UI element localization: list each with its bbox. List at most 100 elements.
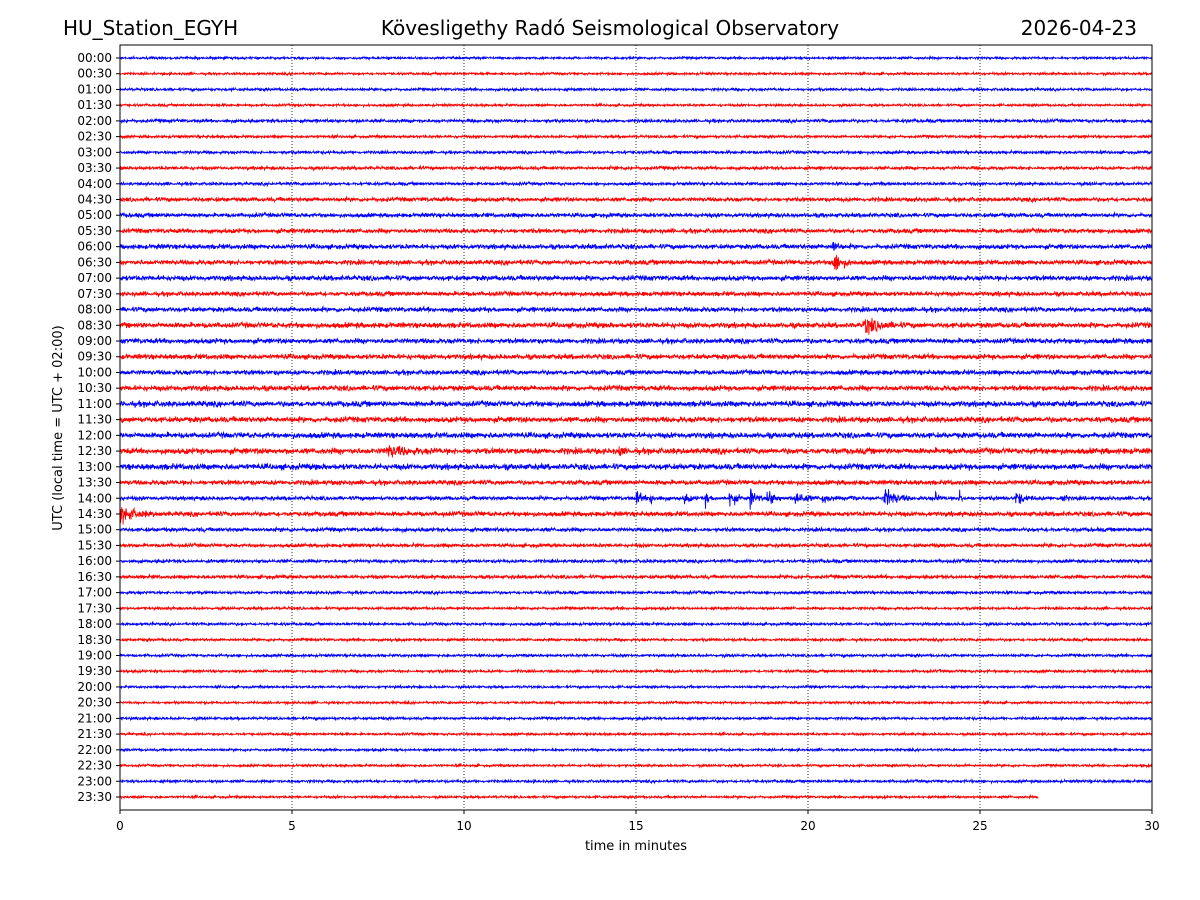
chart-date: 2026-04-23 bbox=[1020, 16, 1137, 40]
y-tick-label: 04:30 bbox=[77, 193, 112, 207]
y-tick-label: 03:30 bbox=[77, 161, 112, 175]
trace-0930 bbox=[119, 352, 1153, 362]
trace-0900 bbox=[119, 336, 1153, 345]
y-tick-label: 20:00 bbox=[77, 680, 112, 694]
trace-1500 bbox=[119, 525, 1153, 534]
y-tick-label: 23:00 bbox=[77, 774, 112, 788]
trace-1830 bbox=[119, 636, 1153, 644]
trace-2300 bbox=[119, 778, 1152, 785]
chart-title: Kövesligethy Radó Seismological Observat… bbox=[380, 16, 840, 40]
y-tick-label: 10:00 bbox=[77, 365, 112, 379]
y-tick-label: 11:30 bbox=[77, 413, 112, 427]
trace-2100 bbox=[119, 715, 1153, 722]
y-tick-label: 00:00 bbox=[77, 51, 112, 65]
y-tick-label: 13:30 bbox=[77, 476, 112, 490]
trace-0000 bbox=[119, 54, 1153, 62]
trace-0630 bbox=[119, 254, 1153, 271]
y-tick-label: 22:30 bbox=[77, 759, 112, 773]
y-tick-label: 01:30 bbox=[77, 98, 112, 112]
x-tick-label: 25 bbox=[972, 819, 987, 833]
trace-0200 bbox=[119, 117, 1153, 125]
trace-0430 bbox=[119, 195, 1153, 204]
trace-1900 bbox=[119, 652, 1153, 659]
trace-1630 bbox=[119, 573, 1152, 581]
trace-0800 bbox=[119, 304, 1153, 314]
y-tick-label: 11:00 bbox=[77, 397, 112, 411]
y-tick-label: 12:00 bbox=[77, 428, 112, 442]
trace-0600 bbox=[119, 241, 1153, 252]
y-tick-label: 03:00 bbox=[77, 145, 112, 159]
x-tick-label: 5 bbox=[288, 819, 296, 833]
trace-1700 bbox=[119, 589, 1153, 597]
trace-0330 bbox=[119, 164, 1153, 172]
trace-0830 bbox=[119, 317, 1152, 335]
y-tick-label: 14:00 bbox=[77, 491, 112, 505]
x-axis-label: time in minutes bbox=[585, 839, 687, 854]
trace-0700 bbox=[119, 273, 1153, 282]
y-tick-label: 09:30 bbox=[77, 350, 112, 364]
y-tick-label: 06:30 bbox=[77, 255, 112, 269]
trace-1600 bbox=[119, 557, 1153, 565]
y-tick-label: 08:00 bbox=[77, 303, 112, 317]
trace-1100 bbox=[119, 399, 1153, 408]
y-tick-label: 04:00 bbox=[77, 177, 112, 191]
trace-0130 bbox=[119, 101, 1153, 109]
y-axis-label: UTC (local time = UTC + 02:00) bbox=[51, 325, 66, 530]
y-tick-label: 16:00 bbox=[77, 554, 112, 568]
y-tick-label: 22:00 bbox=[77, 743, 112, 757]
y-tick-label: 19:00 bbox=[77, 648, 112, 662]
y-tick-label: 15:30 bbox=[77, 538, 112, 552]
x-tick-label: 30 bbox=[1144, 819, 1159, 833]
y-tick-label: 07:00 bbox=[77, 271, 112, 285]
trace-1000 bbox=[119, 368, 1153, 377]
trace-1200 bbox=[119, 430, 1153, 440]
trace-2330 bbox=[119, 793, 1039, 801]
y-tick-label: 18:30 bbox=[77, 633, 112, 647]
x-tick-label: 20 bbox=[800, 819, 815, 833]
trace-2230 bbox=[119, 762, 1153, 769]
y-tick-label: 07:30 bbox=[77, 287, 112, 301]
trace-1400 bbox=[119, 488, 1152, 510]
y-tick-label: 00:30 bbox=[77, 67, 112, 81]
y-tick-label: 01:00 bbox=[77, 82, 112, 96]
y-tick-label: 15:00 bbox=[77, 523, 112, 537]
y-tick-label: 16:30 bbox=[77, 570, 112, 584]
y-tick-label: 02:30 bbox=[77, 130, 112, 144]
trace-0300 bbox=[119, 148, 1153, 156]
x-tick-label: 10 bbox=[456, 819, 471, 833]
y-tick-label: 12:30 bbox=[77, 444, 112, 458]
y-tick-label: 05:00 bbox=[77, 208, 112, 222]
trace-0100 bbox=[119, 86, 1152, 93]
trace-1300 bbox=[119, 462, 1153, 472]
trace-0030 bbox=[119, 70, 1153, 77]
trace-1930 bbox=[119, 668, 1153, 675]
trace-1230 bbox=[120, 445, 1153, 458]
trace-1130 bbox=[119, 415, 1153, 424]
y-tick-label: 14:30 bbox=[77, 507, 112, 521]
y-tick-label: 21:00 bbox=[77, 711, 112, 725]
y-tick-label: 13:00 bbox=[77, 460, 112, 474]
y-tick-label: 06:00 bbox=[77, 240, 112, 254]
trace-1730 bbox=[119, 605, 1153, 612]
trace-1530 bbox=[119, 541, 1153, 550]
y-tick-label: 08:30 bbox=[77, 318, 112, 332]
x-tick-label: 15 bbox=[628, 819, 643, 833]
y-tick-label: 05:30 bbox=[77, 224, 112, 238]
trace-1800 bbox=[119, 620, 1153, 628]
x-tick-label: 0 bbox=[116, 819, 124, 833]
y-tick-label: 17:30 bbox=[77, 601, 112, 615]
y-tick-label: 09:00 bbox=[77, 334, 112, 348]
trace-0230 bbox=[119, 133, 1152, 140]
trace-0500 bbox=[119, 211, 1153, 220]
station-name: HU_Station_EGYH bbox=[63, 16, 239, 40]
trace-1330 bbox=[119, 478, 1153, 487]
y-tick-label: 18:00 bbox=[77, 617, 112, 631]
trace-2030 bbox=[119, 699, 1153, 706]
trace-1430 bbox=[119, 506, 1153, 525]
trace-0730 bbox=[119, 289, 1152, 299]
trace-1030 bbox=[119, 383, 1153, 393]
trace-2130 bbox=[119, 730, 1153, 738]
y-tick-label: 19:30 bbox=[77, 664, 112, 678]
y-tick-label: 10:30 bbox=[77, 381, 112, 395]
